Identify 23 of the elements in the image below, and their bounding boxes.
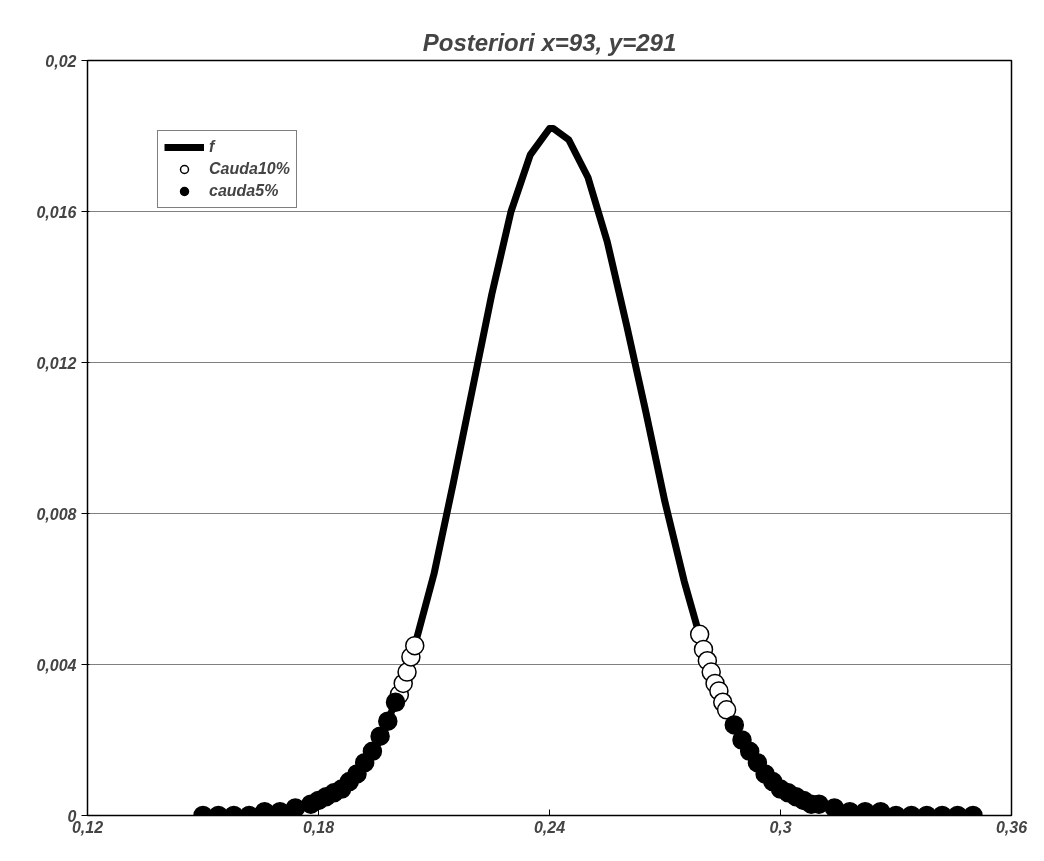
- point: [362, 741, 383, 762]
- legend-label: cauda5%: [209, 182, 279, 200]
- legend-label: Cauda10%: [209, 160, 290, 178]
- y-tick-label: 0,02: [45, 52, 77, 70]
- point: [370, 726, 390, 746]
- point: [397, 662, 417, 682]
- point: [824, 798, 845, 816]
- point: [285, 798, 306, 816]
- point: [385, 692, 406, 712]
- y-tick-label: 0,016: [36, 203, 77, 221]
- point: [716, 700, 737, 720]
- chart-title: Posteriori x=93, y=291: [422, 28, 677, 56]
- x-tick-label: 0,24: [533, 818, 566, 836]
- y-tick-label: 0,012: [36, 354, 77, 372]
- point: [405, 635, 425, 656]
- x-tick-label: 0,18: [302, 818, 335, 836]
- legend-label: f: [209, 138, 217, 156]
- point: [724, 715, 745, 735]
- x-tick-label: 0,3: [769, 818, 792, 836]
- y-tick-label: 0,004: [36, 656, 77, 674]
- point: [378, 711, 398, 731]
- y-tick-label: 0,008: [36, 505, 77, 523]
- x-tick-label: 0,36: [995, 818, 1028, 836]
